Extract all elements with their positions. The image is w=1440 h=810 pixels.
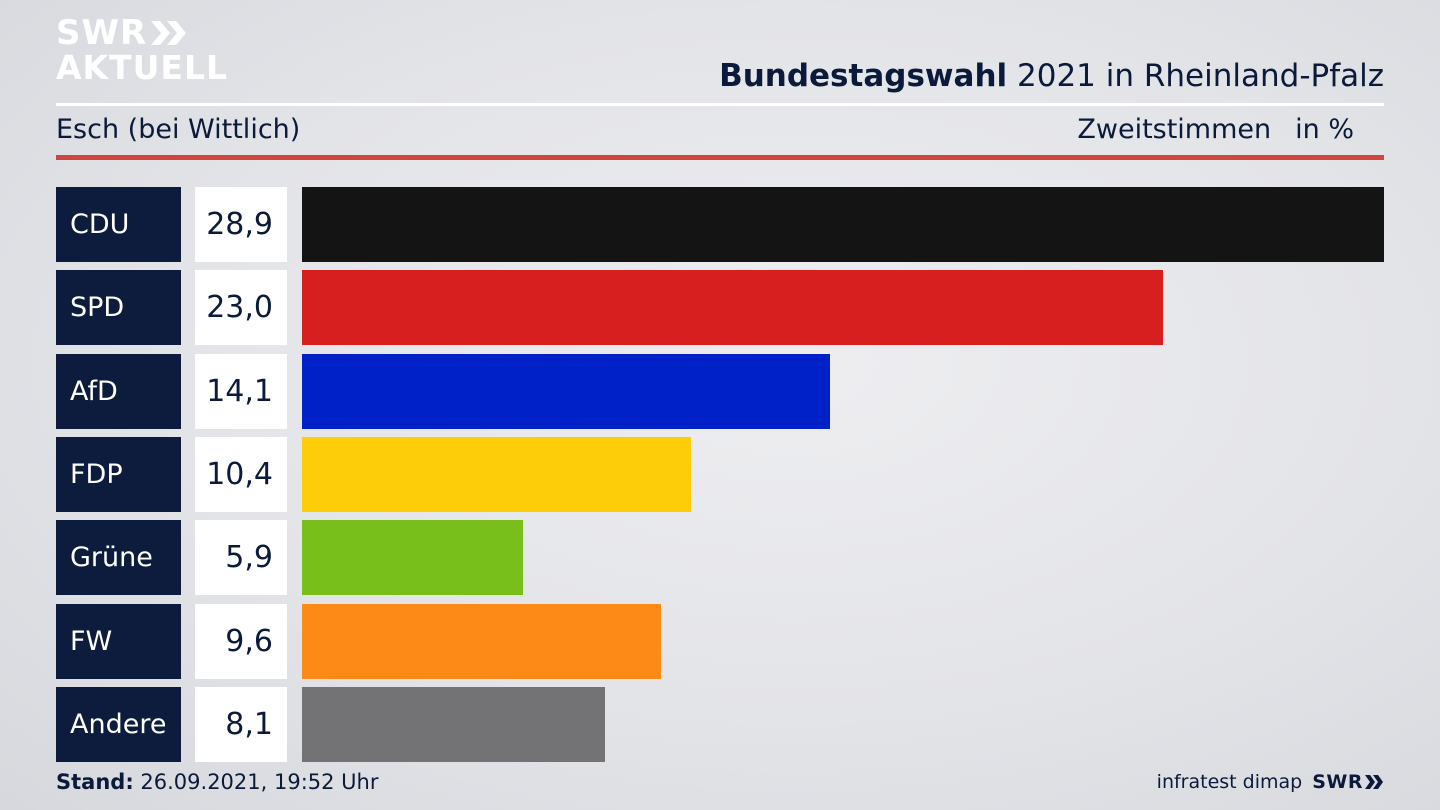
- source-credit: infratest dimap SWR: [1157, 771, 1384, 793]
- party-label: Grüne: [56, 520, 181, 595]
- party-label: FDP: [56, 437, 181, 512]
- bar-row: Andere 8,1: [56, 687, 1384, 762]
- chart-title-rest: 2021 in Rheinland-Pfalz: [1007, 58, 1384, 94]
- bar-row: AfD 14,1: [56, 354, 1384, 429]
- value-label: 8,1: [195, 687, 287, 762]
- chart-title: Bundestagswahl 2021 in Rheinland-Pfalz: [719, 58, 1384, 94]
- value-label: 28,9: [195, 187, 287, 262]
- logo-text-line2: AKTUELL: [56, 48, 229, 87]
- value-label: 10,4: [195, 437, 287, 512]
- value-label: 14,1: [195, 354, 287, 429]
- party-label: CDU: [56, 187, 181, 262]
- bar: [302, 187, 1384, 262]
- swr-brand-text: SWR: [1312, 771, 1363, 793]
- logo-chevrons-icon: [151, 21, 187, 45]
- header-divider: [56, 103, 1384, 106]
- metric-label: Zweitstimmen in %: [1077, 114, 1354, 145]
- timestamp-value: 26.09.2021, 19:52 Uhr: [133, 770, 379, 794]
- timestamp-label: Stand:: [56, 770, 134, 794]
- party-label: SPD: [56, 270, 181, 345]
- bar: [302, 520, 523, 595]
- bar: [302, 270, 1163, 345]
- value-label: 9,6: [195, 604, 287, 679]
- accent-divider: [56, 155, 1384, 160]
- bar-row: SPD 23,0: [56, 270, 1384, 345]
- source-name: infratest dimap: [1156, 771, 1303, 793]
- bar: [302, 354, 830, 429]
- bar: [302, 687, 605, 762]
- bar-row: FDP 10,4: [56, 437, 1384, 512]
- bar-row: CDU 28,9: [56, 187, 1384, 262]
- party-label: Andere: [56, 687, 181, 762]
- logo-text-line1: SWR: [56, 13, 148, 53]
- bar: [302, 604, 661, 679]
- value-label: 23,0: [195, 270, 287, 345]
- bar-row: FW 9,6: [56, 604, 1384, 679]
- party-label: FW: [56, 604, 181, 679]
- chart-title-bold: Bundestagswahl: [719, 58, 1008, 94]
- swr-chevrons-icon: [1365, 775, 1383, 789]
- party-label: AfD: [56, 354, 181, 429]
- metric-name: Zweitstimmen: [1077, 114, 1272, 145]
- swr-brand: SWR: [1312, 771, 1384, 793]
- swr-aktuell-logo: SWR AKTUELL: [56, 13, 229, 90]
- bar: [302, 437, 691, 512]
- timestamp: Stand: 26.09.2021, 19:52 Uhr: [56, 770, 379, 794]
- bar-row: Grüne 5,9: [56, 520, 1384, 595]
- chart-subtitle: Esch (bei Wittlich): [56, 114, 301, 145]
- metric-unit: in %: [1295, 114, 1354, 145]
- value-label: 5,9: [195, 520, 287, 595]
